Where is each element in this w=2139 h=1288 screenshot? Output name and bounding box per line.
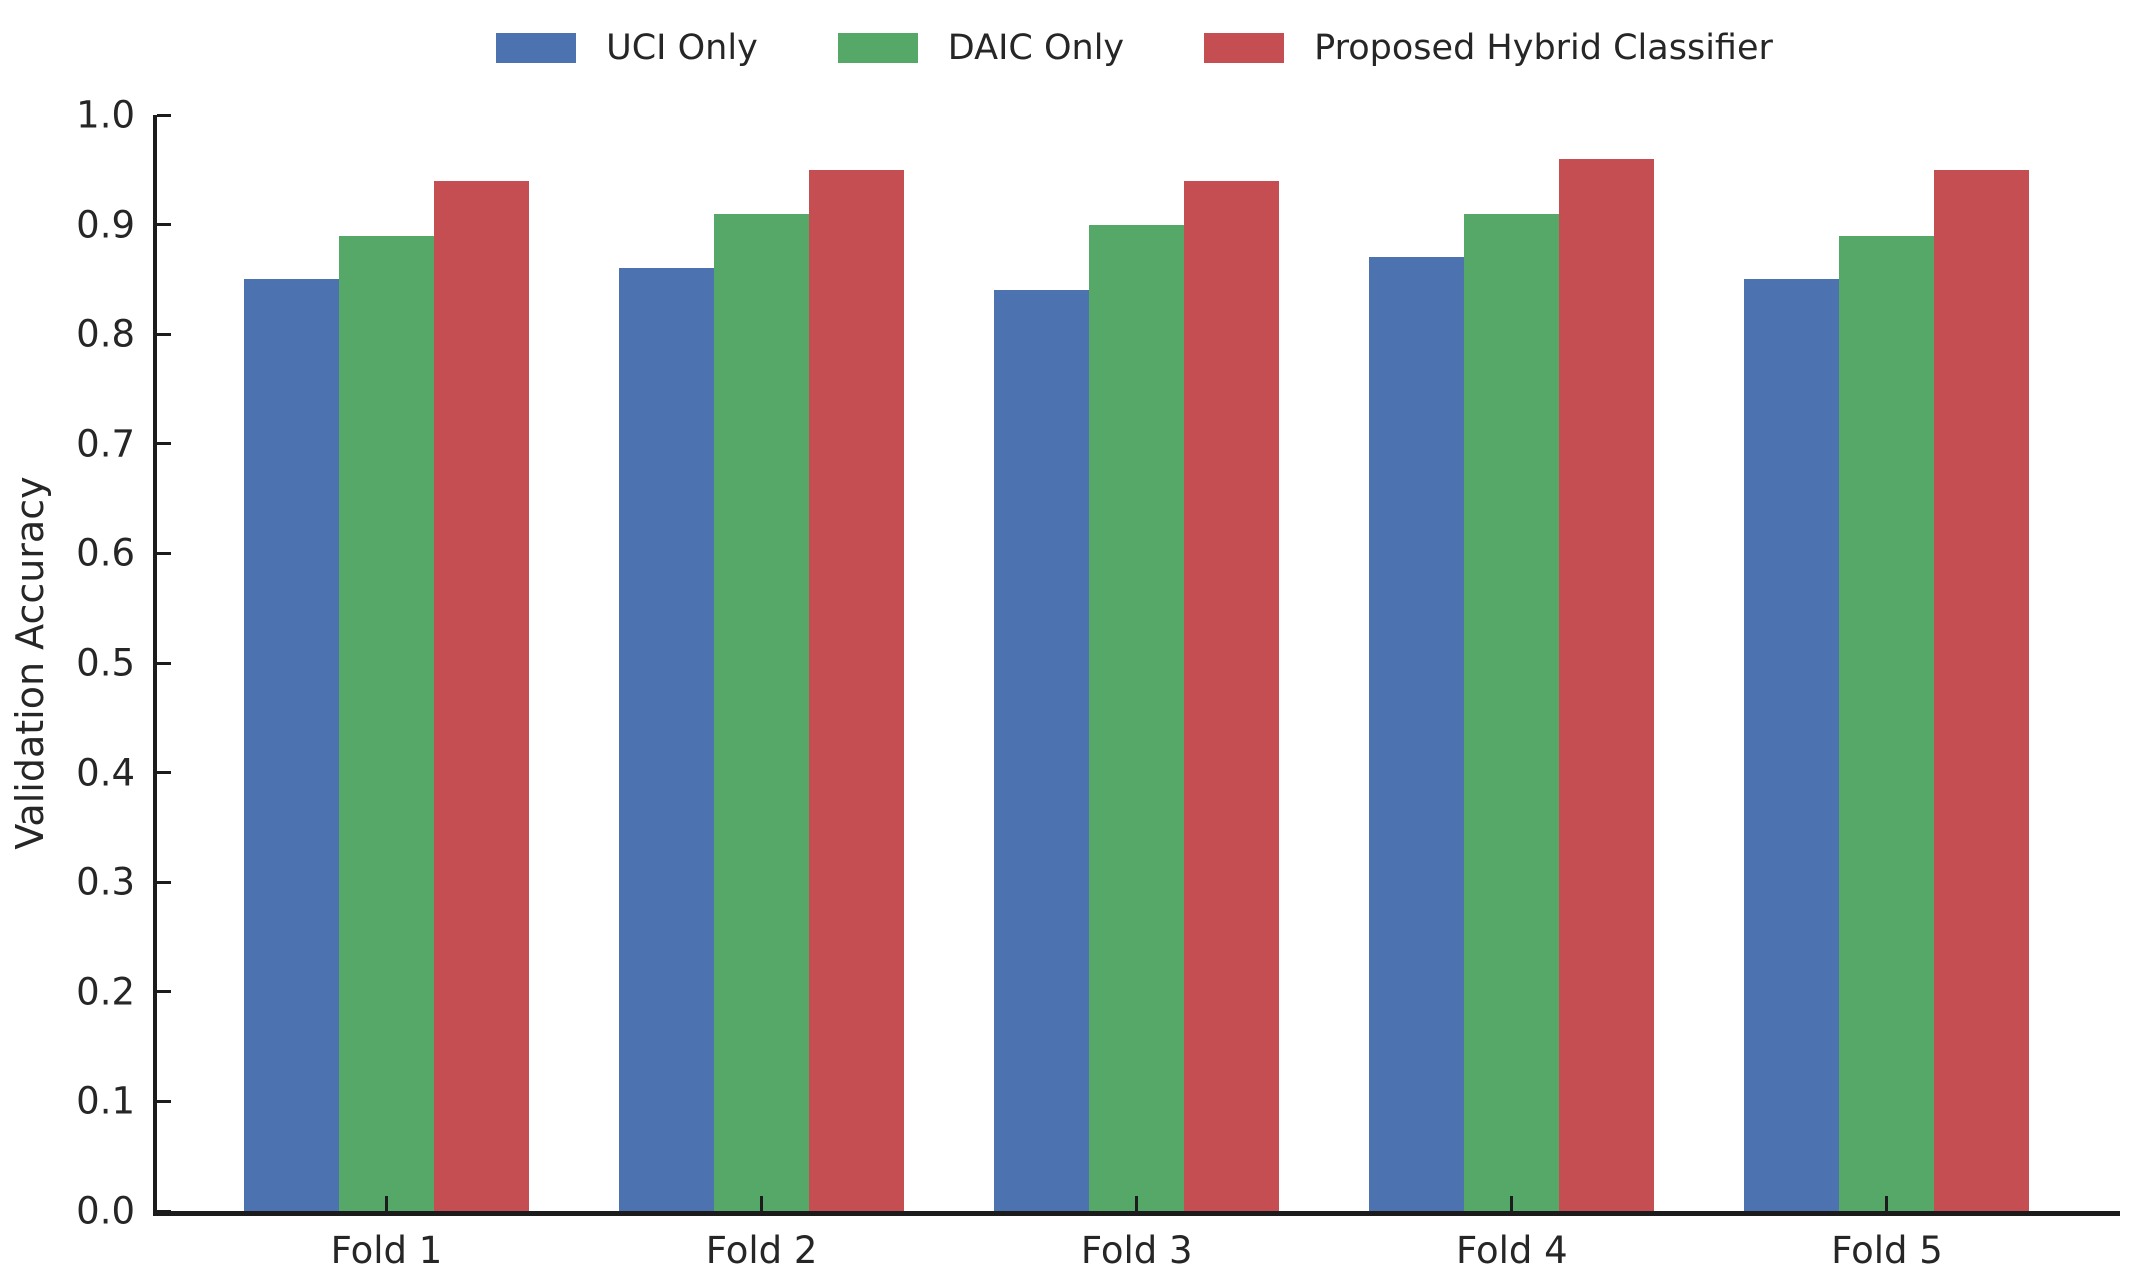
bar-fold5-series0 xyxy=(1744,279,1840,1211)
y-tick-label: 0.1 xyxy=(76,1079,135,1123)
y-tick-mark xyxy=(157,332,171,336)
y-tick-label: 0.2 xyxy=(76,970,135,1014)
y-tick-mark xyxy=(157,551,171,555)
x-tick-mark xyxy=(760,1196,764,1211)
legend-item-2: Proposed Hybrid Classifier xyxy=(1204,28,1773,68)
bar-fold2-series1 xyxy=(714,213,810,1211)
bar-fold3-series0 xyxy=(994,290,1090,1211)
bar-group-2 xyxy=(619,115,905,1211)
bar-fold1-series1 xyxy=(338,235,434,1211)
y-tick-mark xyxy=(157,442,171,446)
x-tick-mark xyxy=(384,1196,388,1211)
legend-swatch-icon xyxy=(1204,33,1285,63)
x-tick-label: Fold 5 xyxy=(1831,1229,1943,1272)
y-tick-mark xyxy=(157,771,171,775)
y-tick-label: 0.8 xyxy=(76,312,135,356)
legend-swatch-icon xyxy=(496,33,577,63)
x-tick-label: Fold 3 xyxy=(1080,1229,1193,1272)
y-tick-label: 1.0 xyxy=(76,93,135,137)
legend-label: UCI Only xyxy=(606,28,758,68)
y-tick-label: 0.0 xyxy=(76,1189,135,1233)
bar-fold5-series2 xyxy=(1934,169,2030,1211)
bar-fold2-series2 xyxy=(809,169,905,1211)
x-tick-label: Fold 4 xyxy=(1456,1229,1568,1272)
y-tick-mark xyxy=(157,113,171,117)
bar-group-4 xyxy=(1369,115,1655,1211)
bar-group-3 xyxy=(994,115,1280,1211)
x-tick-mark xyxy=(1510,1196,1514,1211)
bar-fold1-series0 xyxy=(243,279,339,1211)
x-tick-label: Fold 2 xyxy=(705,1229,818,1272)
x-tick-label: Fold 1 xyxy=(330,1229,443,1272)
bar-fold4-series2 xyxy=(1559,158,1655,1211)
bar-fold4-series0 xyxy=(1369,257,1465,1211)
y-tick-mark xyxy=(157,990,171,994)
bar-group-1 xyxy=(243,115,529,1211)
bar-fold4-series1 xyxy=(1464,213,1560,1211)
x-tick-mark xyxy=(1135,1196,1139,1211)
y-axis-label: Validation Accuracy xyxy=(8,476,52,850)
y-tick-mark xyxy=(157,1209,171,1213)
legend-item-1: DAIC Only xyxy=(837,28,1125,68)
x-tick-mark xyxy=(1885,1196,1889,1211)
y-tick-label: 0.7 xyxy=(76,422,135,466)
legend-swatch-icon xyxy=(837,33,918,63)
y-tick-label: 0.6 xyxy=(76,531,135,575)
y-tick-label: 0.9 xyxy=(76,203,135,247)
legend-item-0: UCI Only xyxy=(496,28,758,68)
bar-fold1-series2 xyxy=(433,180,529,1211)
y-tick-mark xyxy=(157,880,171,884)
legend: UCI Only DAIC Only Proposed Hybrid Classif… xyxy=(153,28,2116,68)
legend-label: Proposed Hybrid Classifier xyxy=(1314,28,1773,68)
y-tick-mark xyxy=(157,661,171,665)
y-tick-label: 0.3 xyxy=(76,860,135,904)
y-tick-label: 0.5 xyxy=(76,641,135,685)
y-tick-mark xyxy=(157,1099,171,1103)
bar-fold5-series1 xyxy=(1839,235,1935,1211)
bar-group-5 xyxy=(1744,115,2030,1211)
legend-label: DAIC Only xyxy=(947,28,1125,68)
y-tick-label: 0.4 xyxy=(76,751,135,795)
y-tick-mark xyxy=(157,223,171,227)
bar-fold3-series1 xyxy=(1089,224,1185,1211)
bar-fold3-series2 xyxy=(1184,180,1280,1211)
bar-fold2-series0 xyxy=(619,268,715,1211)
